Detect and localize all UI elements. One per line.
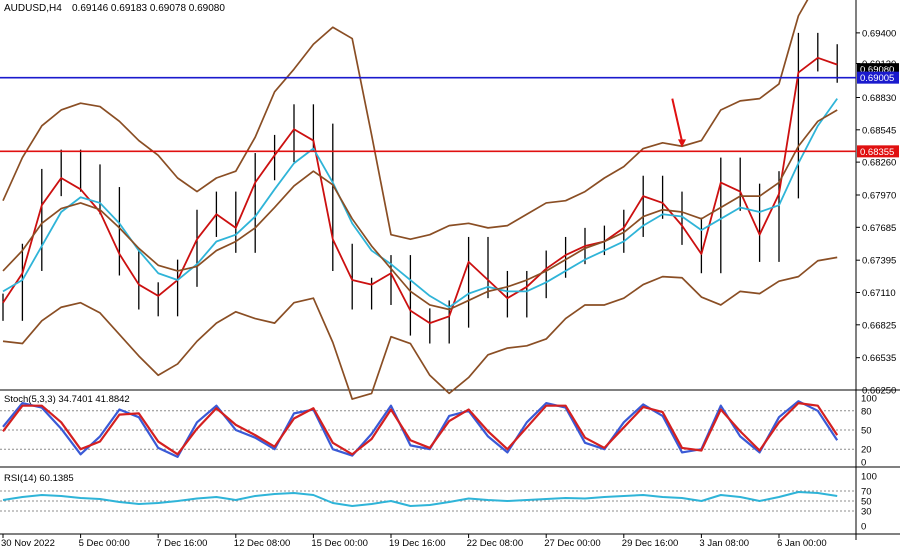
- price-tick-label: 0.66825: [862, 320, 896, 331]
- series-line-slow-ma: [2, 98, 838, 309]
- trend-arrow-head: [678, 139, 686, 148]
- rsi-label: RSI(14) 60.1385: [4, 473, 74, 484]
- rsi-tick-label: 50: [861, 497, 872, 508]
- price-tick-label: 0.69400: [862, 28, 896, 39]
- price-tick-label: 0.67685: [862, 223, 896, 234]
- series-line-bb-lower: [2, 256, 838, 400]
- price-tick-label: 0.66250: [862, 386, 896, 397]
- time-tick-label: 22 Dec 08:00: [467, 538, 524, 549]
- price-tag-label: 0.69080: [860, 65, 894, 76]
- stochastic-label: Stoch(5,3,3) 34.7401 41.8842: [4, 394, 130, 405]
- price-tick-label: 0.68260: [862, 158, 896, 169]
- time-tick-label: 3 Jan 08:00: [699, 538, 749, 549]
- price-tick-label: 0.68545: [862, 125, 896, 136]
- symbol-header: AUDUSD,H4: [4, 3, 62, 14]
- rsi-tick-label: 100: [861, 472, 877, 483]
- time-tick-label: 12 Dec 08:00: [234, 538, 291, 549]
- time-tick-label: 5 Dec 00:00: [79, 538, 130, 549]
- stochastic-line-signal: [2, 402, 839, 456]
- time-tick-label: 30 Nov 2022: [1, 538, 55, 549]
- price-tag-box: [857, 71, 899, 84]
- ohlc-header: 0.69146 0.69183 0.69078 0.69080: [72, 3, 225, 14]
- trend-arrow-shaft: [671, 98, 683, 142]
- time-tick-label: 7 Dec 16:00: [156, 538, 207, 549]
- rsi-line: [2, 491, 838, 507]
- rsi-tick-label: 0: [861, 522, 866, 533]
- series-line-bb-upper: [2, 0, 809, 241]
- series-line-fast-ma: [2, 56, 838, 325]
- time-tick-label: 19 Dec 16:00: [389, 538, 446, 549]
- time-tick-label: 27 Dec 00:00: [544, 538, 601, 549]
- price-tick-label: 0.67110: [862, 288, 896, 299]
- rsi-tick-label: 30: [861, 507, 872, 518]
- price-tick-label: 0.69130: [862, 59, 896, 70]
- price-tag-label: 0.69005: [860, 73, 894, 84]
- rsi-tick-label: 70: [861, 487, 872, 498]
- stochastic-tick-label: 100: [861, 394, 877, 405]
- stochastic-tick-label: 0: [861, 458, 866, 469]
- price-tag-label: 0.68355: [860, 147, 894, 158]
- time-tick-label: 15 Dec 00:00: [311, 538, 368, 549]
- stochastic-tick-label: 80: [861, 406, 872, 417]
- price-tag-box: [857, 145, 899, 158]
- stochastic-tick-label: 20: [861, 445, 872, 456]
- price-tick-label: 0.67970: [862, 191, 896, 202]
- price-tick-label: 0.67395: [862, 256, 896, 267]
- stochastic-tick-label: 50: [861, 426, 872, 437]
- price-tick-label: 0.68830: [862, 93, 896, 104]
- price-tick-label: 0.66535: [862, 353, 896, 364]
- time-tick-label: 6 Jan 00:00: [777, 538, 827, 549]
- time-tick-label: 29 Dec 16:00: [622, 538, 679, 549]
- series-line-bb-mid: [2, 109, 838, 311]
